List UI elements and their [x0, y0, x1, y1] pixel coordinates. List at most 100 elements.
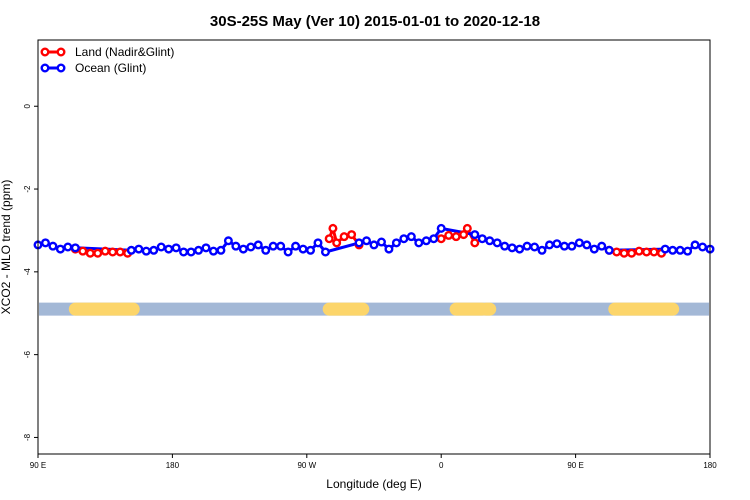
- ocean-series-point: [660, 244, 670, 254]
- land-series-point: [78, 246, 88, 256]
- x-axis-label: Longitude (deg E): [326, 477, 421, 491]
- legend: Land (Nadir&Glint) Ocean (Glint): [40, 45, 174, 75]
- y-tick-label: -4: [23, 268, 32, 276]
- ocean-series-point: [306, 245, 316, 255]
- ocean-series-point: [320, 247, 330, 257]
- ocean-series-point: [186, 247, 196, 257]
- y-axis-label: XCO2 - MLO trend (ppm): [0, 180, 13, 315]
- ocean-series-point: [246, 242, 256, 252]
- ocean-series-point: [597, 241, 607, 251]
- chart-title: 30S-25S May (Ver 10) 2015-01-01 to 2020-…: [210, 13, 540, 30]
- land-series-point: [459, 230, 469, 240]
- ocean-series-point: [354, 238, 364, 248]
- land-series-point: [451, 232, 461, 242]
- ocean-series-point: [574, 238, 584, 248]
- ocean-series-point: [276, 241, 286, 251]
- ocean-series-point: [223, 236, 233, 246]
- ocean-series-point: [362, 236, 372, 246]
- ocean-series-point: [231, 241, 241, 251]
- ocean-series-point: [675, 245, 685, 255]
- legend-land-marker-right: [56, 47, 66, 57]
- ocean-series-point: [171, 243, 181, 253]
- ocean-series-point: [283, 247, 293, 257]
- x-tick-label: 90 W: [297, 461, 316, 470]
- land-series-point: [470, 238, 480, 248]
- ocean-series-point: [134, 244, 144, 254]
- ocean-series-point: [436, 223, 446, 233]
- ocean-series-point: [63, 242, 73, 252]
- ocean-series-point: [149, 245, 159, 255]
- ocean-series-point: [552, 239, 562, 249]
- ocean-series-point: [313, 238, 323, 248]
- ocean-series-point: [216, 245, 226, 255]
- land-series-point: [93, 248, 103, 258]
- ocean-series-point: [194, 245, 204, 255]
- x-tick-label: 0: [439, 461, 444, 470]
- land-series-point: [436, 234, 446, 244]
- land-series-point: [85, 248, 95, 258]
- land-series-point: [100, 246, 110, 256]
- ocean-series-point: [55, 244, 65, 254]
- ocean-series-point: [384, 244, 394, 254]
- x-tick-label: 90 E: [567, 461, 583, 470]
- y-tick-label: -8: [23, 433, 32, 441]
- y-tick-label: -6: [23, 351, 32, 359]
- ocean-series-point: [604, 245, 614, 255]
- ocean-series-point: [399, 234, 409, 244]
- ocean-series-point: [668, 245, 678, 255]
- land-series-point: [444, 230, 454, 240]
- legend-land-marker-left: [40, 47, 50, 57]
- ocean-series-point: [567, 241, 577, 251]
- ocean-series-point: [429, 234, 439, 244]
- ocean-series-point: [507, 243, 517, 253]
- ocean-series-point: [238, 244, 248, 254]
- legend-ocean-marker-left: [40, 63, 50, 73]
- y-axis: 0 -2 -4 -6 -8: [23, 103, 38, 441]
- ocean-series-point: [369, 240, 379, 250]
- ocean-series-point: [164, 244, 174, 254]
- land-series-point: [108, 247, 118, 257]
- x-tick-label: 90 E: [30, 461, 46, 470]
- ocean-series-point: [698, 242, 708, 252]
- land-series-point: [634, 246, 644, 256]
- ocean-series-point: [522, 241, 532, 251]
- ocean-series-point: [406, 232, 416, 242]
- ocean-series-point: [291, 241, 301, 251]
- land-series-point: [324, 234, 334, 244]
- y-tick-label: -2: [23, 185, 32, 193]
- ocean-series-point: [515, 244, 525, 254]
- ocean-series-point: [201, 243, 211, 253]
- land-series-point: [462, 223, 472, 233]
- ocean-series-point: [156, 242, 166, 252]
- ocean-series-point: [470, 230, 480, 240]
- land-series-point: [339, 232, 349, 242]
- land-series-point: [332, 238, 342, 248]
- ocean-series-point: [179, 247, 189, 257]
- legend-land-label: Land (Nadir&Glint): [75, 45, 174, 59]
- ocean-series-point: [298, 244, 308, 254]
- land-series-point: [619, 248, 629, 258]
- ocean-series-point: [261, 245, 271, 255]
- ocean-series-point: [589, 244, 599, 254]
- ocean-series-point: [690, 240, 700, 250]
- ocean-series-point: [70, 243, 80, 253]
- legend-ocean-label: Ocean (Glint): [75, 61, 146, 75]
- ocean-series-point: [530, 242, 540, 252]
- y-tick-label: 0: [23, 103, 32, 108]
- series-points: [33, 223, 715, 258]
- land-series-point: [642, 247, 652, 257]
- ocean-series-point: [391, 238, 401, 248]
- ocean-series-point: [544, 240, 554, 250]
- ocean-series-point: [485, 236, 495, 246]
- legend-ocean-marker-right: [56, 63, 66, 73]
- land-series-point: [115, 247, 125, 257]
- ocean-series-point: [126, 245, 136, 255]
- land-series-point: [649, 247, 659, 257]
- x-axis: 90 E 180 90 W 0 90 E 180: [30, 454, 717, 470]
- x-tick-label: 180: [703, 461, 717, 470]
- ocean-series-point: [477, 234, 487, 244]
- ocean-series-point: [537, 245, 547, 255]
- ocean-series-point: [40, 238, 50, 248]
- ocean-series-point: [683, 246, 693, 256]
